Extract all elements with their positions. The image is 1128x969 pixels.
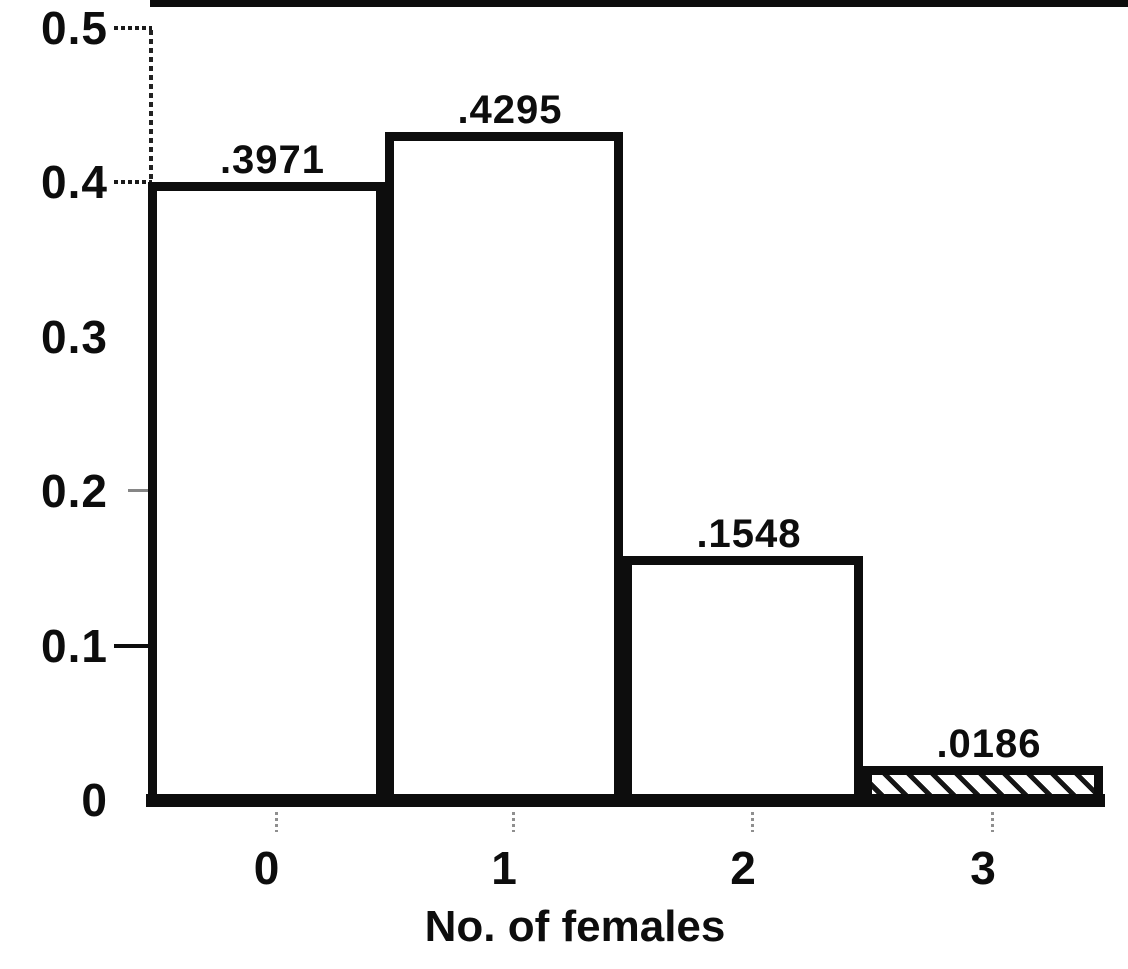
- x-tick-label-1: 1: [491, 842, 517, 894]
- y-tick-mark-0.2: [128, 489, 150, 492]
- bar-category-0: [148, 182, 385, 806]
- bar-value-label-0: .3971: [219, 138, 326, 182]
- bar-value-label-1: .4295: [457, 88, 563, 132]
- y-tick-label-0.2: 0.2: [41, 465, 108, 517]
- x-tick-mark-2: [751, 812, 754, 832]
- y-tick-label-0.1: 0.1: [41, 620, 108, 672]
- x-tick-mark-0: [274, 812, 278, 832]
- y-tick-label-0.3: 0.3: [41, 311, 108, 363]
- bar-category-1: [385, 132, 623, 806]
- x-axis-title: No. of females: [424, 902, 726, 951]
- y-tick-mark-0.4: [114, 180, 152, 184]
- y-tick-label-0.4: 0.4: [41, 156, 108, 208]
- y-tick-label-0.5: 0.5: [41, 2, 108, 54]
- bar-category-2: [623, 556, 863, 806]
- x-tick-mark-1: [512, 812, 515, 832]
- y-tick-mark-0.5: [114, 26, 152, 30]
- x-tick-mark-3: [991, 812, 994, 832]
- x-axis-line: [146, 794, 1105, 807]
- x-tick-label-2: 2: [730, 842, 756, 894]
- scan-artifact-top-edge: [150, 0, 1128, 7]
- y-tick-label-0: 0: [81, 774, 108, 826]
- y-tick-mark-0.1: [114, 644, 152, 648]
- x-tick-label-0: 0: [253, 842, 280, 894]
- y-axis-dotted-segment: [149, 30, 153, 186]
- x-tick-label-3: 3: [970, 842, 996, 894]
- bar-value-label-2: .1548: [696, 512, 802, 556]
- bar-value-label-3: .0186: [936, 722, 1042, 766]
